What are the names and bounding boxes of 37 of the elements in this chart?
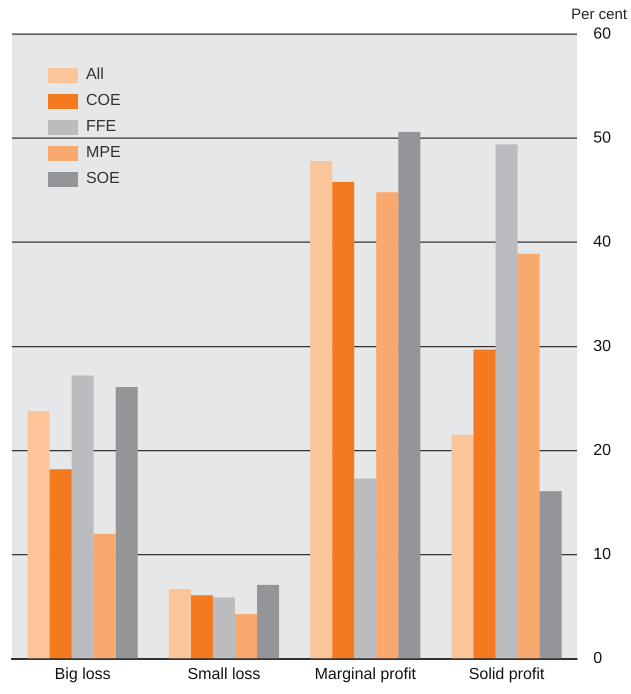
legend-label: MPE xyxy=(86,144,121,162)
bar xyxy=(168,589,191,658)
x-tick-label: Big loss xyxy=(54,666,111,683)
x-tick-label: Marginal profit xyxy=(314,666,416,683)
legend-label: COE xyxy=(86,92,121,110)
legend-label: All xyxy=(86,66,104,84)
y-tick-label: 60 xyxy=(593,25,612,42)
bar xyxy=(518,254,540,658)
bar xyxy=(496,144,518,658)
y-tick-label: 50 xyxy=(593,130,612,147)
legend-label: SOE xyxy=(86,170,120,188)
y-tick-label: 20 xyxy=(593,442,612,459)
x-tick-label: Small loss xyxy=(188,666,260,683)
bar xyxy=(28,410,50,658)
bar xyxy=(257,584,280,658)
y-tick-label: 10 xyxy=(593,546,612,564)
legend-label: FFE xyxy=(86,118,116,136)
bar xyxy=(332,182,354,658)
bar xyxy=(354,478,376,658)
y-axis-title: Per cent xyxy=(571,6,627,23)
bar xyxy=(190,595,213,658)
bar xyxy=(212,597,235,658)
y-tick-label: 30 xyxy=(593,338,612,355)
y-tick-label: 0 xyxy=(593,650,602,668)
bar xyxy=(540,491,562,658)
bar xyxy=(451,434,474,658)
bar xyxy=(94,534,116,658)
bar xyxy=(473,350,496,658)
bar xyxy=(376,192,398,658)
bar xyxy=(398,132,420,658)
bar xyxy=(310,161,332,658)
bar xyxy=(234,614,258,658)
bar xyxy=(116,387,138,658)
bar xyxy=(72,376,94,658)
y-tick-label: 40 xyxy=(593,234,612,251)
bar xyxy=(50,469,72,658)
x-tick-label: Solid profit xyxy=(468,666,545,683)
